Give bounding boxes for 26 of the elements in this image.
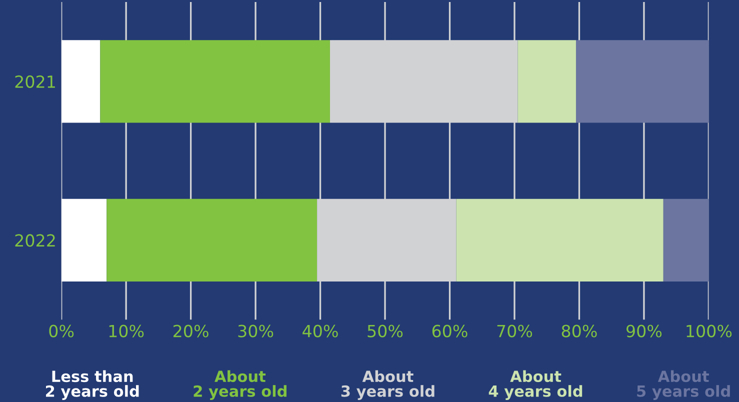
y-tick-label: 2022	[15, 234, 55, 247]
x-tick-label: 80%	[562, 324, 597, 338]
x-tick-label: 70%	[497, 324, 532, 338]
x-tick-label: 100%	[686, 324, 732, 338]
bar	[576, 40, 709, 123]
bar	[100, 40, 330, 123]
bar	[106, 198, 318, 282]
x-tick-label: 60%	[432, 324, 468, 338]
x-tick-label: 40%	[302, 324, 338, 338]
bar	[663, 198, 709, 282]
text: Less than 2 years old	[46, 370, 139, 400]
bar	[456, 198, 664, 282]
bar	[518, 40, 576, 123]
text: About 3 years old	[341, 370, 434, 400]
x-tick-label: 10%	[109, 324, 144, 338]
x-tick-label: 90%	[626, 324, 662, 338]
text: About 4 years old	[488, 370, 582, 400]
text: About 5 years old	[637, 370, 730, 400]
x-tick-label: 50%	[368, 324, 403, 338]
x-tick-label: 0%	[49, 324, 74, 338]
bar	[61, 40, 100, 123]
text: About 2 years old	[194, 370, 286, 400]
y-tick-label: 2021	[15, 75, 55, 88]
x-tick-label: 30%	[238, 324, 274, 338]
x-tick-label: 20%	[174, 324, 208, 338]
bar	[61, 198, 107, 282]
